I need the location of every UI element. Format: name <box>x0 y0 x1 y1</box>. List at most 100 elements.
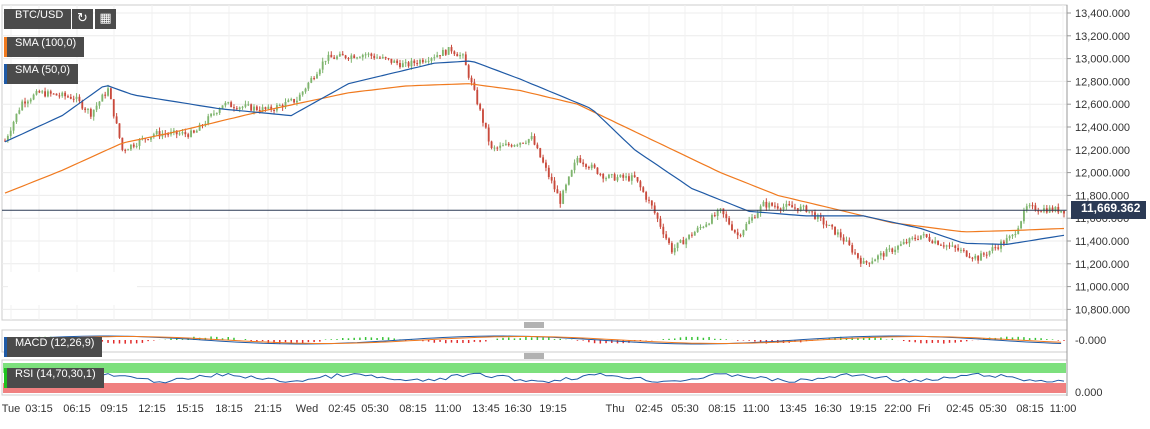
candle-body <box>430 58 433 61</box>
candle-body <box>925 234 928 237</box>
candle-body <box>939 244 942 246</box>
candle-body <box>52 93 55 95</box>
candle-body <box>962 249 965 251</box>
candle-body <box>224 102 227 106</box>
candle-body <box>69 96 72 99</box>
candle-body <box>101 94 104 102</box>
candle-body <box>290 99 293 101</box>
candle-body <box>628 176 630 181</box>
y-tick-label: 12,800.000 <box>1075 76 1130 88</box>
refresh-icon[interactable]: ↻ <box>72 9 93 29</box>
candle-body <box>1022 210 1025 222</box>
candle-body <box>447 47 450 55</box>
candle-body <box>539 148 542 158</box>
candle-body <box>396 60 399 64</box>
candle-body <box>796 208 799 212</box>
candle-body <box>622 174 625 178</box>
macd-signal-line <box>4 336 1062 344</box>
candle-body <box>825 224 828 226</box>
candle-body <box>702 226 705 228</box>
candle-body <box>499 145 502 148</box>
candle-body <box>542 157 545 163</box>
candle-body <box>221 105 224 109</box>
candle-body <box>482 109 484 123</box>
candle-body <box>585 164 587 167</box>
candle-body <box>945 245 948 247</box>
candle-body <box>124 149 127 151</box>
candle-body <box>899 244 902 246</box>
candle-body <box>605 178 607 180</box>
candle-body <box>233 107 235 109</box>
candle-body <box>879 253 882 256</box>
candle-body <box>731 224 733 231</box>
last-price-value: 11,669.362 <box>1081 201 1141 215</box>
candle-body <box>914 237 917 240</box>
y-tick-label: 10,800.000 <box>1075 304 1130 316</box>
candle-body <box>842 237 845 242</box>
calendar-icon[interactable]: ▦ <box>95 9 116 29</box>
candle-body <box>464 54 467 66</box>
candle-body <box>1031 205 1034 207</box>
candle-body <box>367 53 370 55</box>
candle-body <box>725 214 728 219</box>
candle-body <box>1040 211 1043 213</box>
candle-body <box>599 173 602 175</box>
candle-body <box>502 145 504 147</box>
candle-body <box>107 88 109 96</box>
candle-body <box>384 57 387 59</box>
candle-body <box>35 90 38 95</box>
candle-body <box>421 59 424 63</box>
candle-body <box>524 142 527 144</box>
candle-body <box>1028 205 1031 207</box>
candle-body <box>49 91 52 94</box>
candle-body <box>834 226 836 235</box>
candle-body <box>213 113 215 115</box>
candle-body <box>296 100 298 103</box>
candle-body <box>659 218 662 227</box>
legend-sma100[interactable]: SMA (100,0) <box>4 37 85 57</box>
candle-body <box>318 69 321 75</box>
legend-rsi[interactable]: RSI (14,70,30,1) <box>4 368 104 388</box>
candle-body <box>768 202 771 208</box>
candle-body <box>836 232 839 235</box>
candle-body <box>407 62 410 67</box>
candle-body <box>338 53 341 57</box>
candle-body <box>776 206 779 209</box>
candle-body <box>92 109 95 117</box>
candle-body <box>347 58 350 60</box>
candle-body <box>839 232 842 238</box>
candle-body <box>751 217 753 221</box>
candle-body <box>427 60 430 62</box>
candle-body <box>470 77 473 83</box>
candle-body <box>788 203 791 206</box>
candle-body <box>785 203 788 207</box>
candle-body <box>147 139 150 141</box>
candle-body <box>974 255 977 259</box>
candle-body <box>573 162 576 171</box>
candle-body <box>759 206 762 214</box>
candle-body <box>619 174 622 178</box>
x-tick-label: Wed <box>296 403 318 415</box>
candle-body <box>46 91 49 97</box>
candle-body <box>1002 241 1005 244</box>
candle-body <box>988 250 991 255</box>
candle-body <box>553 180 556 190</box>
candle-body <box>361 54 364 58</box>
candle-body <box>562 190 565 204</box>
candle-body <box>41 91 44 93</box>
candle-body <box>373 55 376 59</box>
candle-body <box>645 192 648 200</box>
candle-body <box>1051 207 1054 212</box>
macd-pane <box>4 335 1065 345</box>
candle-body <box>1008 236 1011 239</box>
candle-body <box>356 57 358 59</box>
candle-body <box>1005 238 1008 244</box>
candle-body <box>278 105 281 107</box>
legend-sma50[interactable]: SMA (50,0) <box>4 64 79 84</box>
candle-body <box>911 237 914 239</box>
legend-macd[interactable]: MACD (12,26,9) <box>4 337 103 357</box>
candle-body <box>344 55 347 59</box>
x-tick-label: 06:15 <box>63 403 91 415</box>
symbol-tag[interactable]: BTC/USD <box>4 9 72 29</box>
candle-body <box>894 249 897 252</box>
